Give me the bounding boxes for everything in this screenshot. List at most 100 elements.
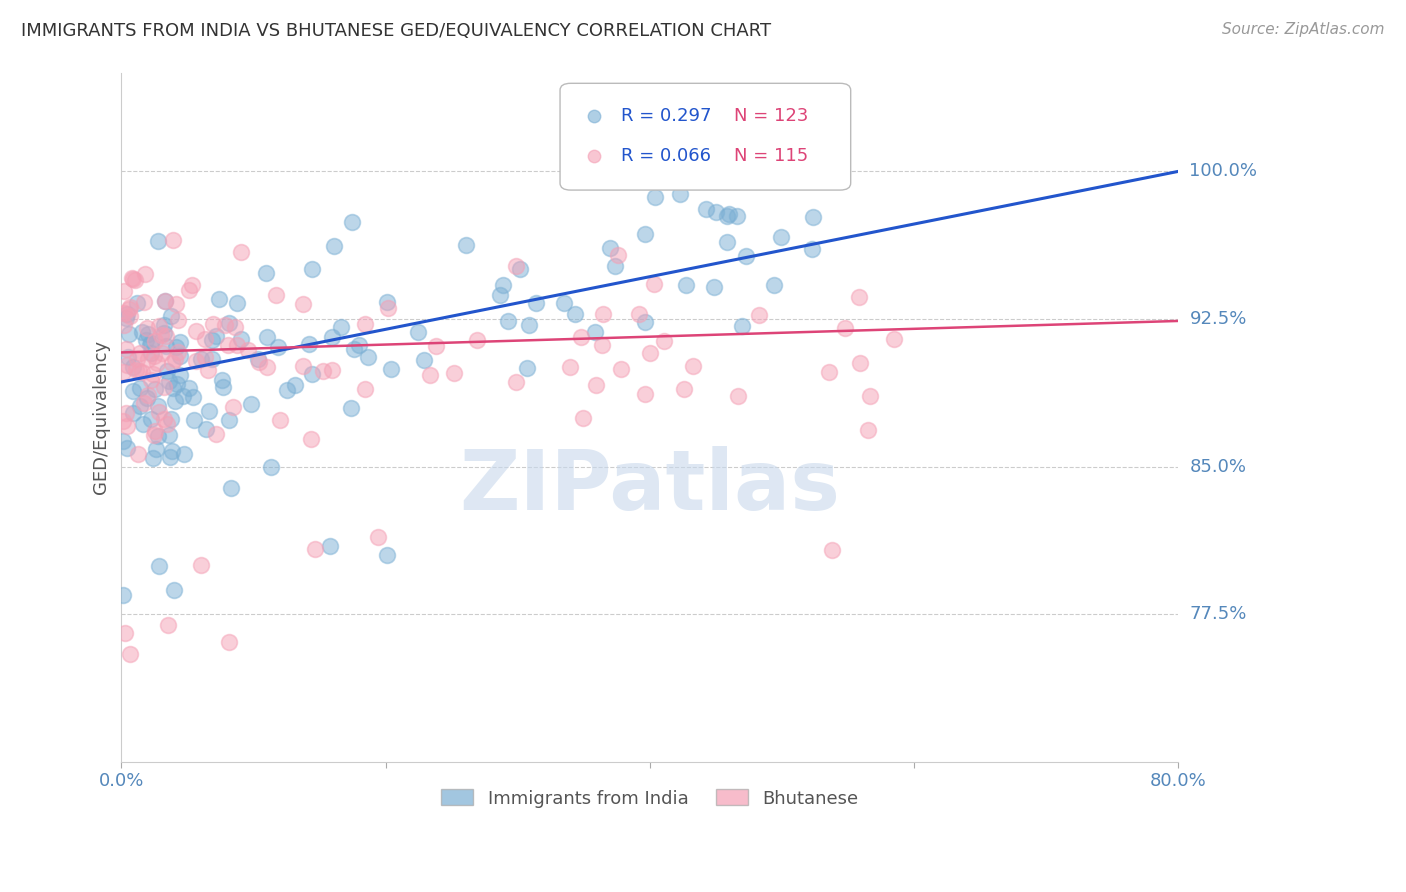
Point [165, 296, 187, 310]
Point [634, 315, 657, 329]
Point [425, 339, 447, 353]
Point [117, 358, 139, 372]
Point [347, 338, 370, 352]
Point [198, 403, 221, 417]
Point [160, 443, 183, 458]
Point [634, 387, 657, 401]
Point [603, 259, 626, 273]
Y-axis label: GED/Equivalency: GED/Equivalency [93, 341, 110, 494]
Point [148, 559, 170, 574]
Point [254, 266, 277, 280]
Point [298, 337, 321, 351]
Point [731, 318, 754, 333]
Point [592, 307, 614, 321]
Point [465, 333, 488, 347]
Point [217, 338, 239, 352]
Point [150, 346, 173, 360]
Point [803, 210, 825, 224]
Point [301, 261, 323, 276]
Point [330, 320, 353, 334]
Point [375, 294, 398, 309]
Point [201, 351, 224, 366]
Point [205, 328, 228, 343]
Point [136, 392, 159, 406]
Point [197, 363, 219, 377]
Point [121, 271, 143, 285]
Point [571, 411, 593, 425]
Point [669, 186, 692, 201]
Point [883, 332, 905, 346]
Point [343, 342, 366, 356]
Point [856, 423, 879, 437]
Point [124, 273, 146, 287]
Point [128, 346, 150, 360]
Point [134, 268, 156, 282]
Point [156, 417, 179, 431]
Point [419, 368, 441, 382]
Point [136, 351, 159, 366]
Point [117, 350, 139, 364]
Point [224, 319, 246, 334]
Point [177, 381, 200, 395]
Point [301, 367, 323, 381]
Text: ZIPatlas: ZIPatlas [460, 446, 841, 527]
Point [112, 284, 135, 298]
Point [340, 215, 363, 229]
Point [246, 351, 269, 366]
Point [153, 412, 176, 426]
Point [218, 316, 240, 330]
Point [718, 207, 741, 221]
Point [682, 359, 704, 374]
Point [146, 234, 169, 248]
Point [131, 417, 153, 432]
Point [321, 330, 343, 344]
Point [122, 359, 145, 374]
Point [638, 346, 661, 360]
Point [725, 209, 748, 223]
Point [172, 389, 194, 403]
Point [160, 412, 183, 426]
Point [146, 355, 169, 369]
Point [340, 401, 363, 416]
Point [166, 313, 188, 327]
Point [115, 307, 138, 321]
Point [643, 277, 665, 292]
Point [607, 248, 630, 262]
Point [673, 383, 696, 397]
Point [142, 367, 165, 381]
Text: 100.0%: 100.0% [1189, 162, 1257, 180]
Point [181, 390, 204, 404]
Point [163, 351, 186, 366]
Point [218, 635, 240, 649]
Point [231, 332, 253, 346]
Point [222, 400, 245, 414]
Point [139, 335, 162, 350]
Point [148, 429, 170, 443]
Point [190, 352, 212, 367]
Point [148, 405, 170, 419]
Point [214, 318, 236, 333]
Point [675, 278, 697, 293]
Point [627, 307, 650, 321]
Point [704, 205, 727, 219]
Point [169, 334, 191, 349]
Point [585, 378, 607, 392]
Point [218, 413, 240, 427]
Point [834, 321, 856, 335]
Point [118, 300, 141, 314]
Point [186, 324, 208, 338]
Point [291, 359, 314, 373]
Point [247, 355, 270, 369]
Point [111, 434, 134, 448]
Point [644, 189, 666, 203]
Text: IMMIGRANTS FROM INDIA VS BHUTANESE GED/EQUIVALENCY CORRELATION CHART: IMMIGRANTS FROM INDIA VS BHUTANESE GED/E… [21, 22, 772, 40]
Point [121, 406, 143, 420]
Point [509, 262, 531, 277]
Point [153, 293, 176, 308]
Point [148, 318, 170, 333]
Point [266, 288, 288, 302]
Point [221, 481, 243, 495]
Point [800, 243, 823, 257]
Point [377, 301, 399, 316]
Point [143, 424, 166, 438]
